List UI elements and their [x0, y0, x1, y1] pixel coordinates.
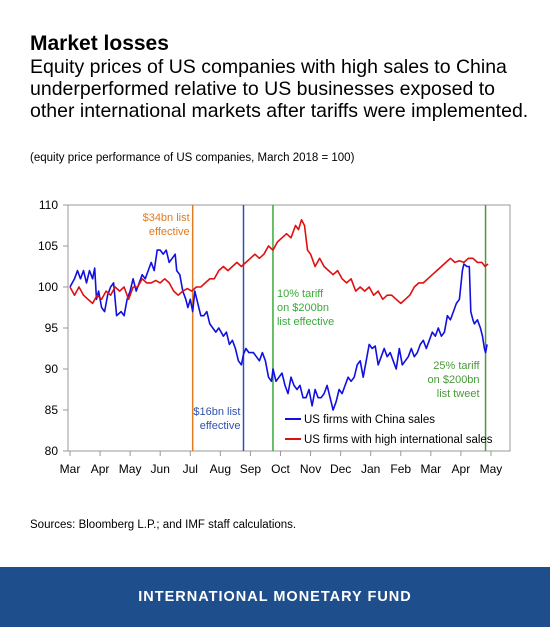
x-tick-label: Aug — [210, 462, 231, 476]
line-chart: 80 85 90 95 100 105 110 Mar Apr May Jun Jul Aug Sep Oc… — [38, 198, 511, 476]
y-tick-label: 105 — [38, 239, 58, 253]
x-tick-label: Jul — [183, 462, 198, 476]
y-tick-label: 95 — [45, 321, 59, 335]
event-label: 25% tariff on $200bn list tweet — [428, 360, 481, 400]
series-line — [69, 219, 489, 305]
chart-axes: 80 85 90 95 100 105 110 Mar Apr May Jun Jul Aug Sep Oc… — [38, 198, 511, 476]
event-markers: $34bn list effective $16bn list effective 10… — [143, 205, 487, 451]
x-tick-label: Apr — [91, 462, 110, 476]
x-tick-label: Oct — [271, 462, 290, 476]
x-tick-label: May — [119, 462, 142, 476]
y-tick-label: 110 — [39, 198, 58, 212]
sources-note: Sources: Bloomberg L.P.; and IMF staff c… — [30, 519, 297, 531]
event-label-line: 25% tariff — [433, 360, 480, 372]
x-tick-label: Feb — [390, 462, 411, 476]
x-tick-label: Jan — [361, 462, 380, 476]
event-label-line: $34bn list — [143, 212, 190, 224]
footer-text: INTERNATIONAL MONETARY FUND — [138, 589, 412, 605]
x-tick-label: Apr — [452, 462, 471, 476]
plot-frame — [67, 204, 511, 452]
y-tick-label: 85 — [45, 403, 59, 417]
event-label-line: effective — [200, 420, 241, 432]
event-label-line: 10% tariff — [277, 288, 324, 300]
legend: US firms with China sales US firms with h… — [285, 414, 493, 446]
legend-label: US firms with China sales — [304, 414, 435, 426]
event-label-line: $16bn list — [193, 406, 240, 418]
y-tick-label: 80 — [45, 444, 59, 458]
series-lines — [69, 219, 489, 411]
x-tick-label: Nov — [300, 462, 321, 476]
event-label-line: list effective — [277, 316, 334, 328]
x-tick-label: Sep — [240, 462, 262, 476]
x-tick-label: Dec — [330, 462, 351, 476]
series-line — [69, 249, 488, 411]
chart-subtitle: Equity prices of US companies with high … — [30, 56, 529, 122]
event-label-line: list tweet — [437, 388, 480, 400]
x-tick-label: May — [480, 462, 503, 476]
footer-banner: INTERNATIONAL MONETARY FUND — [0, 567, 550, 627]
x-tick-label: Mar — [420, 462, 441, 476]
chart-title: Market losses — [30, 32, 169, 55]
chart-note: (equity price performance of US companie… — [30, 152, 355, 164]
event-label-line: effective — [149, 226, 190, 238]
event-label: $16bn list effective — [193, 406, 240, 432]
legend-label: US firms with high international sales — [304, 434, 493, 446]
event-label: 10% tariff on $200bn list effective — [277, 288, 334, 328]
x-tick-label: Jun — [151, 462, 170, 476]
y-tick-label: 90 — [45, 362, 59, 376]
event-label: $34bn list effective — [143, 212, 190, 238]
event-label-line: on $200bn — [277, 302, 329, 314]
y-tick-label: 100 — [38, 280, 58, 294]
event-label-line: on $200bn — [428, 374, 480, 386]
x-tick-label: Mar — [60, 462, 81, 476]
